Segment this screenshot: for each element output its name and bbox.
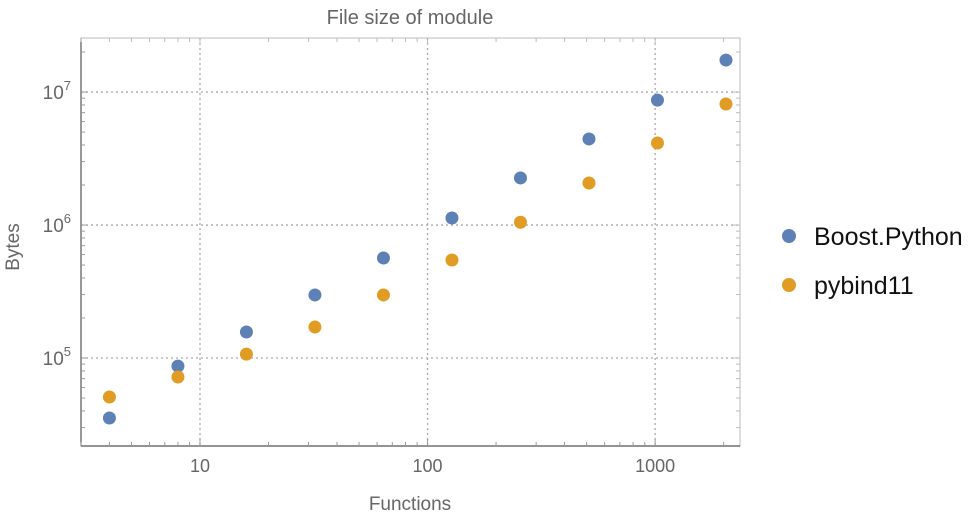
y-tick-base: 10 (43, 349, 64, 370)
point-pybind11 (239, 347, 253, 361)
point-boost-python (650, 93, 664, 107)
legend: Boost.Python pybind11 (782, 223, 963, 300)
y-tick-label: 105 (43, 344, 71, 370)
x-tick-label: 1000 (635, 456, 675, 476)
x-tick-label: 10 (190, 456, 210, 476)
point-pybind11 (650, 136, 664, 150)
y-axis-label: Bytes (3, 223, 24, 271)
point-boost-python (582, 132, 596, 146)
chart-title: File size of module (327, 7, 494, 29)
point-pybind11 (171, 370, 185, 384)
y-tick-base: 10 (43, 216, 64, 237)
points (102, 53, 733, 425)
point-boost-python (719, 53, 733, 67)
point-boost-python (239, 325, 253, 339)
legend-label: pybind11 (814, 272, 914, 300)
point-boost-python (102, 411, 116, 425)
axes (80, 37, 741, 447)
point-pybind11 (582, 176, 596, 190)
y-tick-label: 107 (43, 78, 71, 104)
legend-label: Boost.Python (814, 223, 963, 251)
point-boost-python (308, 288, 322, 302)
y-tick-exponent: 5 (64, 344, 71, 359)
plot-frame (80, 37, 741, 447)
legend-marker (782, 229, 796, 243)
point-pybind11 (308, 320, 322, 334)
x-axis-label: Functions (369, 494, 451, 513)
y-tick-base: 10 (43, 83, 64, 104)
legend-marker (782, 278, 796, 292)
y-tick-exponent: 6 (64, 211, 71, 226)
point-boost-python (376, 251, 390, 265)
grid (81, 38, 740, 446)
point-pybind11 (102, 390, 116, 404)
point-boost-python (513, 171, 527, 185)
y-tick-exponent: 7 (64, 78, 71, 93)
point-pybind11 (445, 253, 459, 267)
point-pybind11 (376, 288, 390, 302)
x-tick-label: 100 (413, 456, 443, 476)
point-boost-python (171, 359, 185, 373)
point-boost-python (445, 211, 459, 225)
point-pybind11 (719, 97, 733, 111)
y-tick-label: 106 (43, 211, 71, 237)
point-pybind11 (513, 215, 527, 229)
